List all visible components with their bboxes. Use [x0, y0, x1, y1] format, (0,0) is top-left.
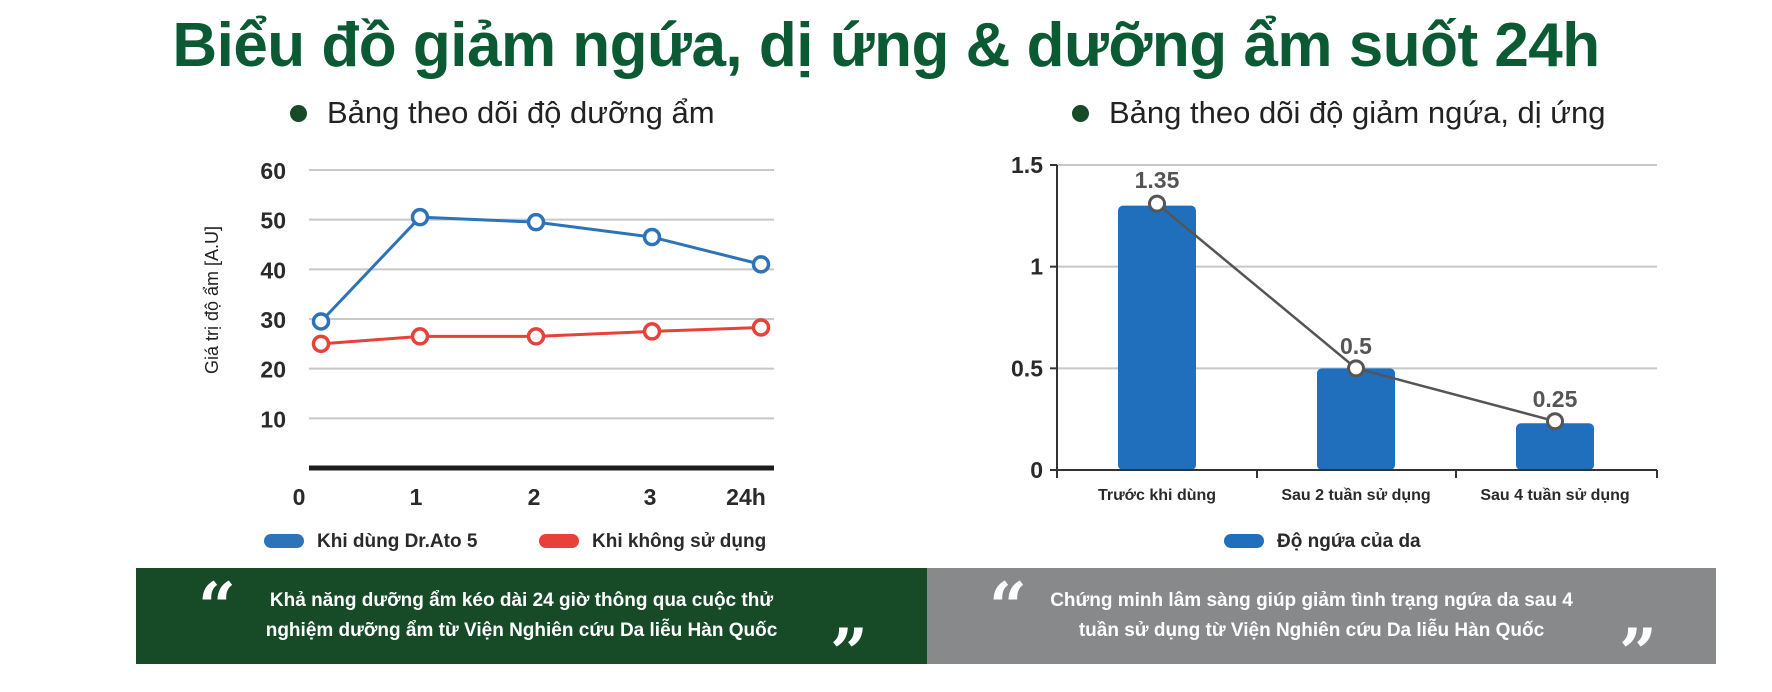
bullet-icon — [1072, 104, 1089, 122]
y-tick-label: 60 — [260, 158, 286, 184]
right-chart-subtitle: Bảng theo dõi độ giảm ngứa, dị ứng — [1072, 88, 1606, 138]
legend-label: Khi dùng Dr.Ato 5 — [317, 531, 478, 552]
legend-swatch — [1224, 534, 1264, 548]
page-title: Biểu đồ giảm ngứa, dị ứng & dưỡng ẩm suố… — [172, 11, 1600, 80]
open-quote-icon: “ — [198, 568, 236, 646]
quote-box-moisture: “ Khả năng dưỡng ẩm kéo dài 24 giờ thông… — [136, 568, 927, 686]
x-tick-label: 1 — [410, 484, 423, 510]
bar — [1317, 368, 1395, 470]
overlay-point — [1347, 359, 1365, 378]
close-quote-icon: ” — [830, 614, 868, 692]
quote-text-moisture: Khả năng dưỡng ẩm kéo dài 24 giờ thông q… — [116, 586, 927, 646]
data-label: 0.25 — [1533, 386, 1578, 412]
quote-box-itch: “ Chứng minh lâm sàng giúp giảm tình trạ… — [927, 568, 1716, 686]
right-chart-subtitle-text: Bảng theo dõi độ giảm ngứa, dị ứng — [1109, 95, 1606, 130]
data-label: 1.35 — [1135, 167, 1180, 193]
legend-swatch — [264, 534, 304, 548]
data-point — [311, 334, 331, 354]
legend-swatch — [539, 534, 579, 548]
y-tick-label: 1 — [1030, 254, 1043, 280]
data-point — [642, 227, 662, 247]
x-tick-label: 24h — [726, 484, 766, 510]
data-label: 0.5 — [1340, 333, 1372, 359]
data-point — [642, 322, 662, 341]
y-tick-label: 1.5 — [1011, 152, 1043, 178]
close-quote-icon: ” — [1619, 614, 1657, 692]
data-point — [751, 318, 771, 337]
bullet-icon — [290, 104, 307, 122]
quote-line: Khả năng dưỡng ẩm kéo dài 24 giờ thông q… — [269, 590, 774, 611]
bar — [1516, 423, 1594, 470]
open-quote-icon: “ — [989, 568, 1027, 646]
y-tick-label: 0.5 — [1011, 355, 1043, 381]
data-point — [410, 207, 430, 227]
x-tick-label: 3 — [644, 484, 657, 510]
x-tick-label: Sau 4 tuần sử dụng — [1480, 487, 1629, 504]
y-tick-label: 40 — [260, 257, 286, 283]
y-tick-label: 20 — [260, 357, 286, 383]
legend-label: Khi không sử dụng — [592, 531, 766, 552]
data-point — [311, 312, 331, 331]
data-point — [751, 255, 771, 274]
data-point — [526, 327, 546, 346]
x-tick-label: Sau 2 tuần sử dụng — [1281, 487, 1430, 504]
data-point — [526, 212, 546, 232]
quote-line: Chứng minh lâm sàng giúp giảm tình trạng… — [1050, 590, 1573, 611]
y-axis-label: Giá trị độ ẩm [A.U] — [202, 226, 222, 374]
data-point — [410, 327, 430, 346]
quote-line: tuần sử dụng từ Viện Nghiên cứu Da liễu … — [1078, 620, 1545, 641]
x-tick-label: 0 — [293, 484, 306, 510]
quote-line: nghiệm dưỡng ẩm từ Viện Nghiên cứu Da li… — [265, 620, 778, 641]
y-tick-label: 50 — [260, 208, 286, 234]
legend-label: Độ ngứa của da — [1277, 531, 1421, 552]
overlay-point — [1546, 412, 1564, 431]
left-chart-subtitle-text: Bảng theo dõi độ dưỡng ẩm — [327, 95, 715, 130]
left-chart-subtitle: Bảng theo dõi độ dưỡng ẩm — [290, 88, 715, 138]
quote-text-itch: Chứng minh lâm sàng giúp giảm tình trạng… — [907, 586, 1716, 646]
y-tick-label: 10 — [260, 406, 286, 432]
x-tick-label: 2 — [528, 484, 541, 510]
y-tick-label: 0 — [1030, 457, 1043, 483]
y-tick-label: 30 — [260, 307, 286, 333]
bar — [1118, 205, 1196, 470]
x-tick-label: Trước khi dùng — [1098, 487, 1216, 504]
overlay-point — [1148, 194, 1166, 213]
